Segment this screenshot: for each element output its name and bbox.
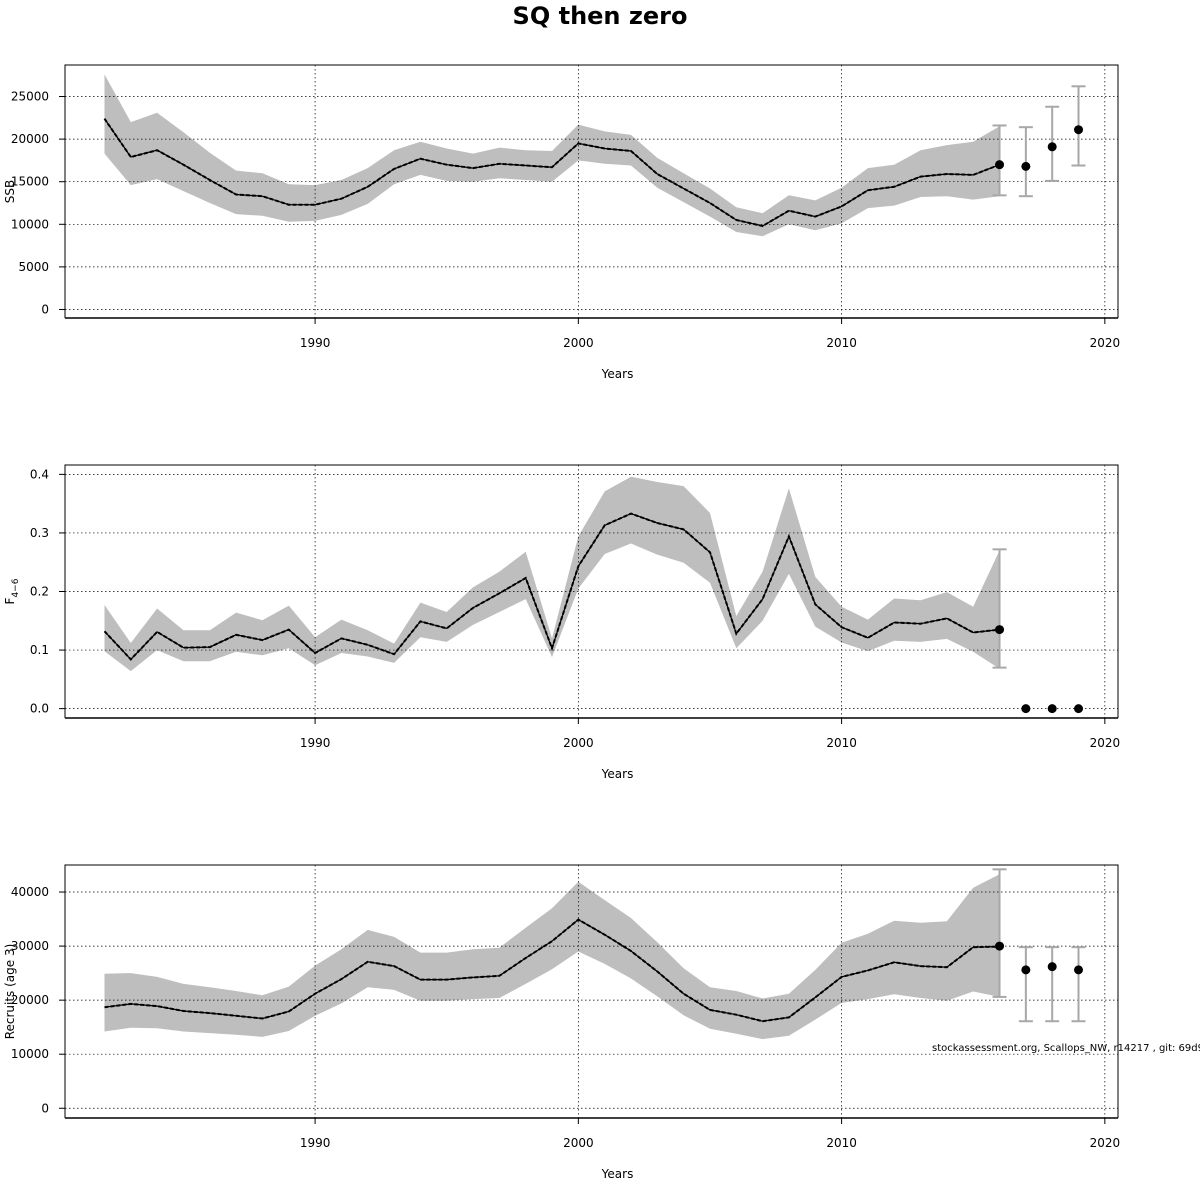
y-axis-title: F4−6 <box>3 578 21 604</box>
forecast-point <box>995 625 1005 635</box>
plot-panel-1: 1990 2000 2010 2020 0 5000 10000 15000 20000 2500… <box>3 64 1121 381</box>
confidence-band <box>104 874 1000 1040</box>
forecast-point <box>995 160 1005 170</box>
forecast-point <box>1021 965 1031 975</box>
estimate-line-dashed <box>103 118 1000 228</box>
x-tick-label: 2010 <box>826 336 857 350</box>
confidence-band <box>104 476 1000 672</box>
x-axis-title: Years <box>601 767 634 781</box>
y-tick-label: 40000 <box>11 885 49 899</box>
y-tick-label: 0.2 <box>30 585 49 599</box>
chart-title: SQ then zero <box>512 2 688 30</box>
forecast-point <box>1021 704 1031 714</box>
plot-frame <box>64 64 1119 318</box>
y-tick-label: 0 <box>41 302 49 316</box>
x-tick-label: 2000 <box>563 736 594 750</box>
y-tick-label: 20000 <box>11 132 49 146</box>
y-tick-label: 20000 <box>11 993 49 1007</box>
y-tick-label: 10000 <box>11 1047 49 1061</box>
plot-panel-3: 1990 2000 2010 2020 0 10000 20000 30000 40000 Yea… <box>3 864 1121 1181</box>
plot-frame <box>64 464 1119 718</box>
x-tick-label: 2010 <box>826 1136 857 1150</box>
x-axis-title: Years <box>601 367 634 381</box>
y-tick-label: 10000 <box>11 217 49 231</box>
x-tick-label: 1990 <box>300 1136 331 1150</box>
y-tick-label: 5000 <box>18 260 49 274</box>
y-tick-label: 25000 <box>11 90 49 104</box>
forecast-point <box>1074 704 1084 714</box>
x-tick-label: 1990 <box>300 336 331 350</box>
y-tick-label: 15000 <box>11 175 49 189</box>
forecast-point <box>1047 142 1057 152</box>
x-tick-label: 2000 <box>563 336 594 350</box>
estimate-line-dashed <box>103 512 1000 661</box>
x-axis-title: Years <box>601 1167 634 1181</box>
y-axis-title-sub: 4−6 <box>11 578 21 597</box>
x-tick-label: 1990 <box>300 736 331 750</box>
estimate-line-dashed <box>104 918 1000 1023</box>
x-tick-label: 2020 <box>1090 336 1121 350</box>
forecast-point <box>1021 161 1031 171</box>
forecast-point <box>1074 125 1084 135</box>
confidence-band <box>104 74 1000 237</box>
y-tick-label: 0.3 <box>30 526 49 540</box>
credit-text: stockassessment.org, Scallops_NW, r14217… <box>932 1043 1200 1054</box>
y-axis-title-main: F <box>3 597 17 604</box>
y-axis-title: Recruits (age 3) <box>3 944 17 1040</box>
y-axis-title: SSB <box>3 180 17 203</box>
x-tick-label: 2020 <box>1090 1136 1121 1150</box>
forecast-point <box>995 941 1005 951</box>
forecast-point <box>1047 962 1057 972</box>
x-tick-label: 2010 <box>826 736 857 750</box>
y-tick-label: 0.4 <box>30 467 49 481</box>
y-tick-label: 0.0 <box>30 702 49 716</box>
x-tick-label: 2000 <box>563 1136 594 1150</box>
plot-panel-2: 1990 2000 2010 2020 0.0 0.1 0.2 0.3 0.4 Years F4−6 <box>3 464 1121 781</box>
forecast-point <box>1074 965 1084 975</box>
y-tick-label: 30000 <box>11 939 49 953</box>
forecast-point <box>1047 704 1057 714</box>
y-tick-label: 0.1 <box>30 643 49 657</box>
x-tick-label: 2020 <box>1090 736 1121 750</box>
plot-frame <box>64 864 1119 1118</box>
y-tick-label: 0 <box>41 1101 49 1115</box>
